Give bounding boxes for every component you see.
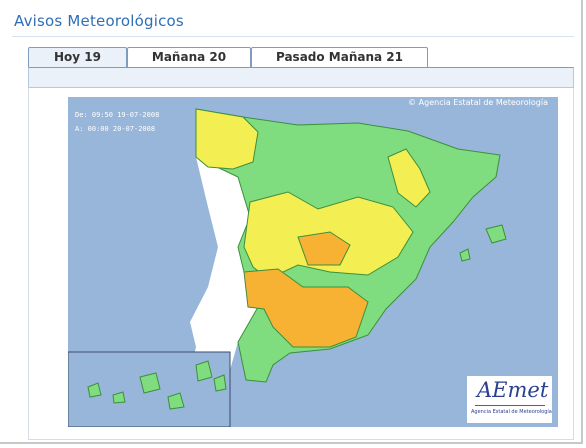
map-graphic	[68, 108, 507, 427]
tab-subbar	[28, 67, 574, 88]
tab-today[interactable]: Hoy 19	[28, 47, 127, 69]
tab-tomorrow[interactable]: Mañana 20	[127, 47, 251, 68]
aemet-logo: AEmet Agencia Estatal de Meteorología	[467, 376, 552, 423]
content-panel	[28, 88, 574, 440]
valid-time-label: A: 00:00 20-07-2008	[75, 125, 156, 133]
aemet-logo-text: AEmet	[477, 378, 549, 402]
agency-credit: © Agencia Estatal de Meteorología	[408, 98, 548, 107]
issued-time-label: De: 09:50 19-07-2008	[75, 111, 160, 119]
page-title: Avisos Meteorológicos	[14, 12, 184, 30]
portugal-shape	[188, 157, 258, 379]
tab-day-after-tomorrow[interactable]: Pasado Mañana 21	[251, 47, 428, 68]
canary-islands	[87, 360, 227, 410]
title-divider	[12, 36, 574, 37]
yellow-zone-galicia	[195, 108, 259, 170]
yellow-zone-northeast	[387, 148, 431, 208]
logo-underline	[475, 405, 545, 406]
aemet-logo-subtitle: Agencia Estatal de Meteorología	[471, 409, 552, 415]
orange-zone-center	[297, 231, 351, 266]
balearic-islands	[459, 224, 507, 262]
orange-zone-southwest	[243, 268, 369, 348]
warnings-map[interactable]: De: 09:50 19-07-2008 A: 00:00 20-07-2008…	[68, 97, 558, 427]
